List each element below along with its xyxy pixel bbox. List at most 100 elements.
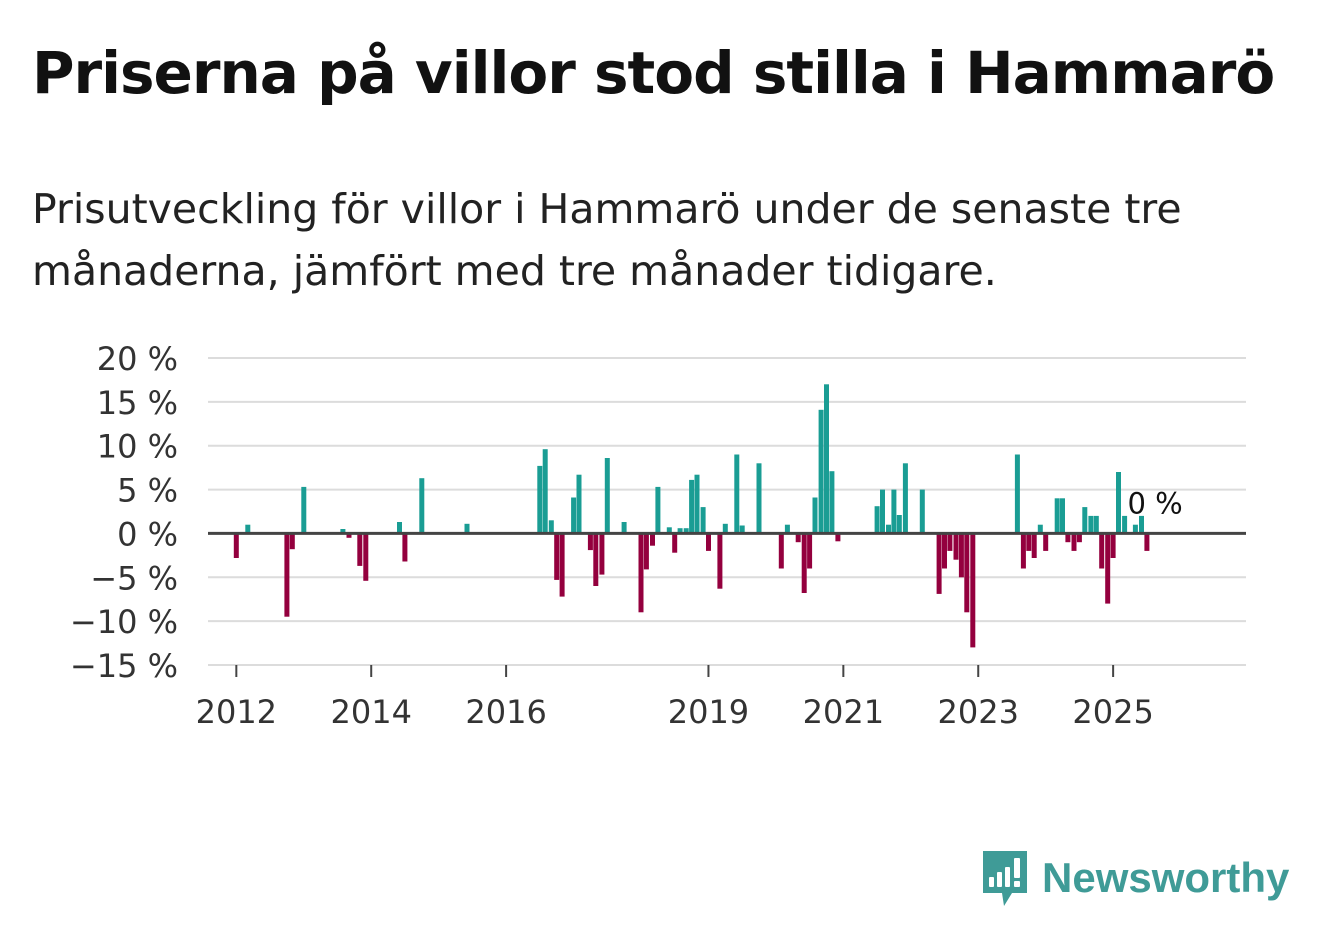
bar [953,533,959,560]
bar [643,533,649,570]
bar [694,474,700,534]
bar [1139,515,1144,534]
bar [571,497,577,534]
bar [587,533,593,551]
bar [824,384,829,534]
bar [801,533,807,593]
bar [357,533,363,566]
bar [818,409,824,534]
bar [1026,533,1032,551]
y-tick-label: −15 % [70,647,178,685]
bar [942,533,947,569]
bar [784,524,790,534]
bar [1014,454,1020,534]
bar [677,528,683,534]
bar [756,463,762,534]
bar [1093,515,1099,534]
bar [717,533,723,589]
y-tick-label: 10 % [97,428,178,466]
bar [650,533,655,546]
bar [1122,515,1128,534]
newsworthy-logo-icon [983,851,1027,906]
bar [734,454,740,534]
y-tick-label: 15 % [97,384,178,422]
bar [739,525,745,534]
bar [593,533,599,586]
bar [1082,507,1088,534]
brand-logo: Newsworthy [980,848,1289,908]
bar [233,533,239,558]
bar [1088,515,1094,534]
x-tick-label: 2023 [938,693,1019,731]
x-tick-label: 2016 [465,693,546,731]
brand-name: Newsworthy [1042,854,1290,901]
bar [958,533,964,578]
bar [970,533,976,648]
value-annotation: 0 % [1127,486,1182,520]
bar [1020,533,1026,569]
bar [672,533,678,553]
bar [419,478,425,534]
bar [559,533,565,597]
bar [947,533,953,551]
bar [1065,533,1071,543]
x-tick-label: 2019 [668,693,749,731]
bar [599,533,605,575]
bar [464,523,470,534]
bars [233,384,1150,648]
y-tick-label: −5 % [90,559,178,597]
bar [1105,533,1111,604]
bar [1037,524,1043,534]
bar [1099,533,1105,569]
bar [340,529,346,534]
bar [722,523,728,534]
bar [1110,533,1116,558]
bar [1054,498,1060,534]
bar [689,479,695,534]
bar [891,489,897,534]
bar [1031,533,1037,558]
bar [829,471,835,534]
bar [919,489,925,534]
bar [402,533,408,562]
bar [576,474,582,534]
bar [346,533,352,538]
bar [604,458,610,534]
bar [363,533,369,581]
bar [638,533,644,613]
x-tick-label: 2012 [196,693,277,731]
bar [880,489,885,534]
x-tick-label: 2025 [1072,693,1153,731]
bar [537,465,543,534]
bar [874,506,880,534]
bar [397,522,402,534]
bar [655,486,661,534]
bar [807,533,813,569]
bar [1071,533,1077,551]
bar [812,497,818,534]
bar [548,520,554,534]
bar [683,528,689,534]
bar [542,449,548,534]
bar [795,533,801,543]
bar [666,527,672,534]
gridlines [208,357,1246,666]
y-tick-label: −10 % [70,603,178,641]
bar [886,524,891,534]
bar [289,533,295,550]
bar [554,533,560,580]
bar [706,533,711,551]
bar [1132,524,1138,534]
bar [284,533,290,617]
bar [1076,533,1082,543]
bar [1043,533,1049,551]
chart-title: Priserna på villor stod stilla i Hammarö [32,39,1275,107]
bar [245,524,251,534]
bar [964,533,970,613]
bar [1060,498,1065,534]
bar [1144,533,1150,551]
bar [301,486,307,534]
y-tick-label: 20 % [97,340,178,378]
bar [621,522,627,534]
